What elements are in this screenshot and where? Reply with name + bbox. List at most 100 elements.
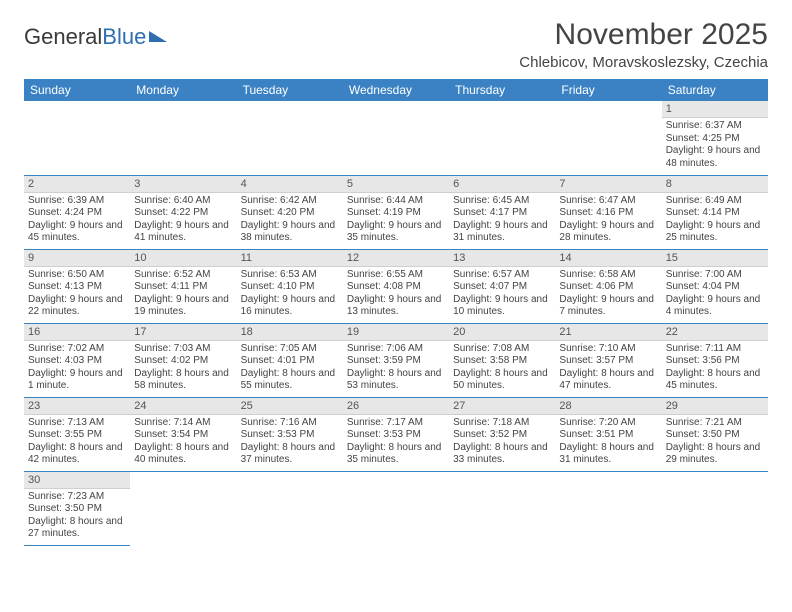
weekday-header: Monday [130,79,236,101]
daylight-label: Daylight: [134,442,173,453]
sunrise-label: Sunrise: [28,491,65,502]
calendar-cell: 12Sunrise: 6:55 AMSunset: 4:08 PMDayligh… [343,249,449,323]
daylight-label: Daylight: [559,442,598,453]
sunrise-label: Sunrise: [28,417,65,428]
calendar-cell: 30Sunrise: 7:23 AMSunset: 3:50 PMDayligh… [24,471,130,545]
day-info: Sunrise: 7:08 AMSunset: 3:58 PMDaylight:… [453,343,551,393]
day-info: Sunrise: 6:40 AMSunset: 4:22 PMDaylight:… [134,195,232,245]
calendar-body: 1Sunrise: 6:37 AMSunset: 4:25 PMDaylight… [24,101,768,545]
sunrise-label: Sunrise: [666,343,703,354]
sunset-label: Sunset: [666,133,700,144]
sunrise-label: Sunrise: [559,195,596,206]
sunrise-label: Sunrise: [134,269,171,280]
sunrise-value: 6:49 AM [705,195,742,206]
day-info: Sunrise: 7:10 AMSunset: 3:57 PMDaylight:… [559,343,657,393]
logo: GeneralBlue [24,18,167,50]
day-number: 6 [449,176,555,193]
day-number: 8 [662,176,768,193]
day-number: 17 [130,324,236,341]
sunset-value: 3:54 PM [171,429,208,440]
sunset-value: 3:50 PM [65,503,102,514]
sunrise-value: 7:20 AM [599,417,636,428]
sunrise-label: Sunrise: [453,343,490,354]
sunset-value: 4:07 PM [490,281,527,292]
page-subtitle: Chlebicov, Moravskoslezsky, Czechia [519,54,768,71]
daylight-label: Daylight: [666,294,705,305]
sunset-label: Sunset: [666,429,700,440]
sunrise-value: 6:37 AM [705,120,742,131]
sunset-value: 3:59 PM [384,355,421,366]
sunrise-label: Sunrise: [666,195,703,206]
sunrise-value: 7:23 AM [67,491,104,502]
sunrise-label: Sunrise: [134,417,171,428]
calendar-row: 23Sunrise: 7:13 AMSunset: 3:55 PMDayligh… [24,397,768,471]
sunset-value: 3:58 PM [490,355,527,366]
calendar-cell: 11Sunrise: 6:53 AMSunset: 4:10 PMDayligh… [237,249,343,323]
calendar-cell: 14Sunrise: 6:58 AMSunset: 4:06 PMDayligh… [555,249,661,323]
daylight-label: Daylight: [28,220,67,231]
sunset-label: Sunset: [347,281,381,292]
sunrise-value: 6:40 AM [174,195,211,206]
sunset-label: Sunset: [453,429,487,440]
sunset-label: Sunset: [559,355,593,366]
title-block: November 2025 Chlebicov, Moravskoslezsky… [519,18,768,71]
calendar-cell: 19Sunrise: 7:06 AMSunset: 3:59 PMDayligh… [343,323,449,397]
calendar-cell: 16Sunrise: 7:02 AMSunset: 4:03 PMDayligh… [24,323,130,397]
page-title: November 2025 [519,18,768,52]
weekday-header: Saturday [662,79,768,101]
calendar-cell [555,471,661,545]
daylight-label: Daylight: [134,294,173,305]
calendar-cell: 4Sunrise: 6:42 AMSunset: 4:20 PMDaylight… [237,175,343,249]
sunrise-value: 7:02 AM [67,343,104,354]
sunset-label: Sunset: [347,355,381,366]
sunset-label: Sunset: [28,429,62,440]
calendar-cell [449,101,555,175]
day-number: 23 [24,398,130,415]
logo-text-general: General [24,24,102,50]
sunset-value: 4:01 PM [277,355,314,366]
sunset-label: Sunset: [453,355,487,366]
calendar-cell: 3Sunrise: 6:40 AMSunset: 4:22 PMDaylight… [130,175,236,249]
day-number: 21 [555,324,661,341]
day-number: 29 [662,398,768,415]
sunrise-value: 7:03 AM [174,343,211,354]
day-info: Sunrise: 7:02 AMSunset: 4:03 PMDaylight:… [28,343,126,393]
daylight-label: Daylight: [559,220,598,231]
calendar-cell: 27 Sunrise: 7:18 AMSunset: 3:52 PMDayligh… [449,397,555,471]
sunrise-label: Sunrise: [666,120,703,131]
day-info: Sunrise: 7:23 AMSunset: 3:50 PMDaylight:… [28,491,126,541]
day-number: 30 [24,472,130,489]
daylight-label: Daylight: [666,442,705,453]
sunrise-value: 6:57 AM [493,269,530,280]
day-info: Sunrise: 7:17 AMSunset: 3:53 PMDaylight:… [347,417,445,467]
day-info: Sunrise: 7:11 AMSunset: 3:56 PMDaylight:… [666,343,764,393]
daylight-label: Daylight: [666,368,705,379]
calendar-cell: 21 Sunrise: 7:10 AMSunset: 3:57 PMDayligh… [555,323,661,397]
calendar-cell [130,101,236,175]
sunset-label: Sunset: [28,207,62,218]
calendar-cell: 13Sunrise: 6:57 AMSunset: 4:07 PMDayligh… [449,249,555,323]
weekday-header: Friday [555,79,661,101]
day-number: 11 [237,250,343,267]
daylight-label: Daylight: [28,516,67,527]
sunrise-label: Sunrise: [28,269,65,280]
sunrise-value: 7:16 AM [280,417,317,428]
day-number: 14 [555,250,661,267]
calendar-cell: 22Sunrise: 7:11 AMSunset: 3:56 PMDayligh… [662,323,768,397]
logo-text-blue: Blue [102,24,146,50]
sunset-value: 4:06 PM [596,281,633,292]
day-info: Sunrise: 7:18 AMSunset: 3:52 PMDaylight:… [453,417,551,467]
sunset-label: Sunset: [453,281,487,292]
day-number: 24 [130,398,236,415]
day-number: 10 [130,250,236,267]
day-info: Sunrise: 7:03 AMSunset: 4:02 PMDaylight:… [134,343,232,393]
day-number: 19 [343,324,449,341]
daylight-label: Daylight: [453,442,492,453]
sunset-value: 3:53 PM [384,429,421,440]
day-info: Sunrise: 6:52 AMSunset: 4:11 PMDaylight:… [134,269,232,319]
sunset-value: 4:16 PM [596,207,633,218]
day-number: 27 [449,398,555,415]
sunrise-value: 6:50 AM [67,269,104,280]
calendar-cell: 8Sunrise: 6:49 AMSunset: 4:14 PMDaylight… [662,175,768,249]
day-info: Sunrise: 7:16 AMSunset: 3:53 PMDaylight:… [241,417,339,467]
